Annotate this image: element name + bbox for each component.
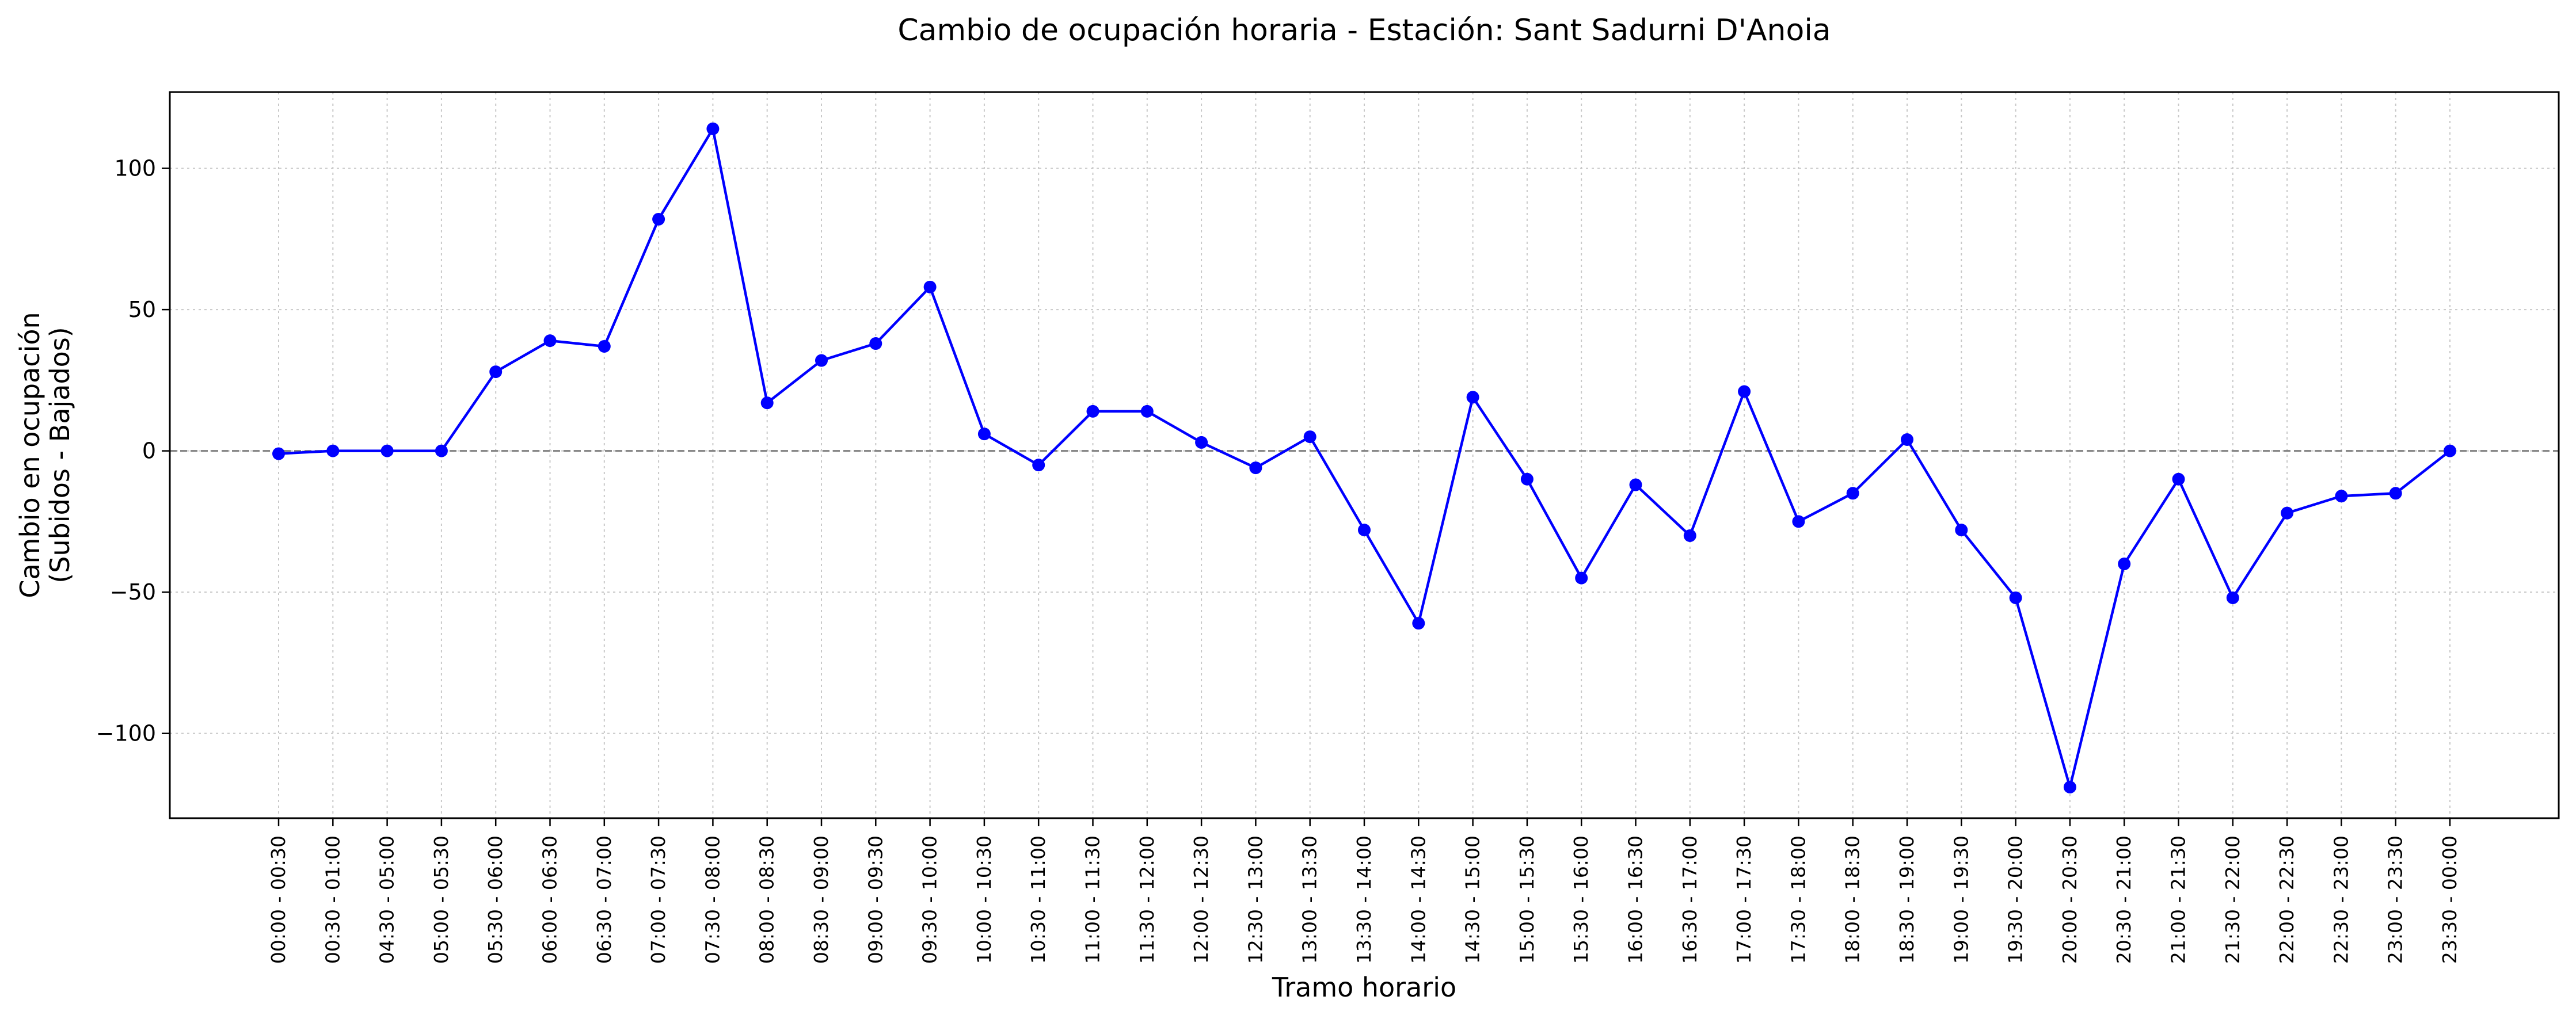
y-tick-label: −50 (110, 579, 156, 605)
x-tick-label: 15:00 - 15:30 (1516, 835, 1538, 964)
data-point (923, 280, 937, 293)
data-point (1738, 385, 1751, 398)
x-tick-label: 23:00 - 23:30 (2384, 835, 2407, 964)
data-point (2335, 490, 2348, 503)
data-point (1358, 524, 1371, 537)
x-tick-label: 21:30 - 22:00 (2221, 835, 2244, 964)
x-tick-label: 20:30 - 21:00 (2113, 835, 2135, 964)
x-tick-label: 16:00 - 16:30 (1624, 835, 1647, 964)
x-tick-label: 07:30 - 08:00 (701, 835, 724, 964)
data-point (543, 334, 557, 348)
x-tick-label: 07:00 - 07:30 (647, 835, 669, 964)
x-tick-label: 10:30 - 11:00 (1027, 835, 1049, 964)
data-point (1792, 515, 1805, 528)
x-tick-label: 13:30 - 14:00 (1353, 835, 1375, 964)
data-point (2444, 444, 2456, 457)
x-axis-label: Tramo horario (1272, 972, 1456, 1003)
data-point (598, 339, 611, 353)
x-tick-label: 23:30 - 00:00 (2438, 835, 2461, 964)
data-point (1683, 529, 1696, 542)
data-point (2118, 558, 2131, 571)
x-tick-label: 21:00 - 21:30 (2167, 835, 2190, 964)
y-axis-label-line2: (Subidos - Bajados) (44, 327, 75, 583)
y-tick-label: 100 (114, 156, 156, 181)
y-tick-label: −100 (96, 721, 156, 746)
x-tick-label: 06:30 - 07:00 (593, 835, 615, 964)
y-axis: −100 −50 0 50 100 (96, 156, 170, 746)
x-tick-label: 18:30 - 19:00 (1896, 835, 1918, 964)
x-tick-label: 14:30 - 15:00 (1462, 835, 1484, 964)
data-point (1575, 571, 1588, 585)
x-tick-label: 00:00 - 00:30 (267, 835, 290, 964)
x-tick-label: 12:00 - 12:30 (1190, 835, 1212, 964)
x-tick-label: 10:00 - 10:30 (973, 835, 995, 964)
data-point (1086, 404, 1099, 418)
data-point (1032, 459, 1045, 472)
data-point (1955, 524, 1968, 537)
x-tick-label: 08:00 - 08:30 (756, 835, 778, 964)
data-point (1412, 617, 1425, 630)
x-tick-label: 15:30 - 16:00 (1570, 835, 1592, 964)
x-tick-label: 14:00 - 14:30 (1407, 835, 1429, 964)
x-axis: 00:00 - 00:30 00:30 - 01:00 04:30 - 05:00 0… (267, 818, 2461, 964)
x-tick-label: 04:30 - 05:00 (376, 835, 398, 964)
x-tick-label: 13:00 - 13:30 (1299, 835, 1321, 964)
x-tick-label: 22:00 - 22:30 (2276, 835, 2298, 964)
data-point (2226, 591, 2239, 604)
data-point (977, 428, 991, 441)
data-point (435, 444, 448, 457)
x-tick-label: 09:30 - 10:00 (919, 835, 941, 964)
data-point (1846, 487, 1859, 500)
x-tick-label: 17:00 - 17:30 (1733, 835, 1755, 964)
data-point (1249, 461, 1262, 475)
x-tick-label: 16:30 - 17:00 (1679, 835, 1701, 964)
data-point (1195, 436, 1208, 449)
data-point (1629, 478, 1642, 491)
data-point (1901, 433, 1913, 446)
y-tick-label: 0 (142, 438, 156, 464)
data-point (760, 396, 774, 410)
x-tick-label: 08:30 - 09:00 (810, 835, 832, 964)
y-axis-label-line1: Cambio en ocupación (14, 312, 45, 598)
data-point (380, 444, 394, 457)
data-point (489, 365, 503, 379)
y-tick-label: 50 (128, 297, 156, 322)
x-tick-label: 11:00 - 11:30 (1082, 835, 1104, 964)
x-tick-label: 17:30 - 18:00 (1787, 835, 1809, 964)
series-layer (272, 122, 2456, 793)
x-tick-label: 19:30 - 20:00 (2004, 835, 2027, 964)
x-tick-label: 06:00 - 06:30 (539, 835, 561, 964)
data-point (706, 122, 720, 135)
data-point (815, 354, 828, 367)
x-tick-label: 09:00 - 09:30 (864, 835, 886, 964)
data-point (2009, 591, 2022, 604)
x-tick-label: 12:30 - 13:00 (1244, 835, 1266, 964)
x-tick-label: 05:00 - 05:30 (430, 835, 452, 964)
data-point (2389, 487, 2402, 500)
data-point (1466, 391, 1479, 404)
data-point (2281, 506, 2294, 520)
x-tick-label: 20:00 - 20:30 (2058, 835, 2081, 964)
x-tick-label: 05:30 - 06:00 (484, 835, 507, 964)
data-point (272, 447, 285, 460)
data-point (1140, 404, 1154, 418)
chart-title: Cambio de ocupación horaria - Estación: … (897, 13, 1831, 48)
data-point (2063, 780, 2076, 793)
x-tick-label: 19:00 - 19:30 (1950, 835, 1972, 964)
data-point (1520, 472, 1534, 486)
x-tick-label: 11:30 - 12:00 (1136, 835, 1158, 964)
data-point (1303, 430, 1316, 444)
data-point (869, 337, 882, 350)
data-point (2172, 472, 2185, 486)
x-tick-label: 00:30 - 01:00 (321, 835, 344, 964)
data-point (652, 212, 665, 226)
x-tick-label: 22:30 - 23:00 (2330, 835, 2352, 964)
x-tick-label: 18:00 - 18:30 (1841, 835, 1864, 964)
data-point (326, 444, 340, 457)
